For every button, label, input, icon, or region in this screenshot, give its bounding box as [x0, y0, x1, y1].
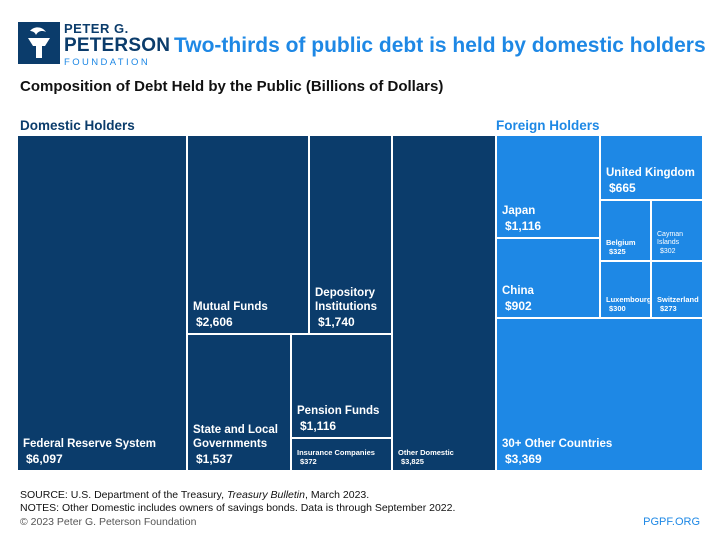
tile-depository-institutions: Depository Institutions $1,740 [309, 135, 392, 334]
tile-label: Other Domestic [398, 448, 454, 457]
tile-label: Luxembourg [606, 295, 652, 304]
group-label-domestic: Domestic Holders [20, 118, 135, 133]
tile-belgium: Belgium $325 [600, 200, 651, 261]
tile-insurance-companies: Insurance Companies $372 [291, 438, 392, 471]
tile-china: China $902 [496, 238, 600, 318]
tile-30-other-countries: 30+ Other Countries $3,369 [496, 318, 703, 471]
tile-label: Depository Institutions [315, 287, 377, 313]
tile-switzerland: Switzerland $273 [651, 261, 703, 318]
group-label-foreign: Foreign Holders [496, 118, 600, 133]
tile-label: United Kingdom [606, 166, 695, 179]
tile-value: $372 [300, 457, 317, 466]
tile-value: $1,116 [300, 418, 337, 433]
source-note: SOURCE: U.S. Department of the Treasury,… [20, 489, 370, 501]
peterson-logo: PETER G. PETERSON FOUNDATION [18, 22, 170, 67]
tile-value: $325 [609, 247, 626, 256]
tile-value: $6,097 [26, 451, 63, 466]
tile-value: $3,369 [505, 451, 542, 466]
notes: NOTES: Other Domestic includes owners of… [20, 502, 456, 514]
tile-label: Pension Funds [297, 404, 380, 417]
tile-value: $3,825 [401, 457, 424, 466]
logo-line-1: PETER G. [64, 21, 129, 36]
tile-value: $1,537 [196, 451, 233, 466]
tile-japan: Japan $1,116 [496, 135, 600, 238]
copyright: © 2023 Peter G. Peterson Foundation [20, 516, 197, 528]
tile-value: $1,116 [505, 218, 542, 233]
tile-value: $1,740 [318, 314, 355, 329]
logo-line-2: PETERSON [64, 35, 171, 56]
tile-other-domestic: Other Domestic $3,825 [392, 135, 496, 471]
tile-label: Mutual Funds [193, 300, 268, 313]
chart-title: Composition of Debt Held by the Public (… [20, 78, 444, 95]
tile-label: Insurance Companies [297, 448, 375, 457]
torch-icon [18, 22, 60, 64]
tile-united-kingdom: United Kingdom $665 [600, 135, 703, 200]
tile-state-and-local-governments: State and Local Governments $1,537 [187, 334, 291, 471]
tile-cayman-islands: Cayman Islands $302 [651, 200, 703, 261]
tile-label: Belgium [606, 238, 636, 247]
tile-value: $273 [660, 304, 677, 313]
tile-value: $902 [505, 298, 532, 313]
tile-label: Switzerland [657, 295, 699, 304]
tile-label: Federal Reserve System [23, 437, 156, 450]
tile-label: Cayman Islands [657, 230, 684, 247]
tile-value: $2,606 [196, 314, 233, 329]
tile-label: State and Local Governments [193, 424, 278, 450]
tile-value: $300 [609, 304, 626, 313]
tile-pension-funds: Pension Funds $1,116 [291, 334, 392, 438]
tile-label: China [502, 284, 534, 297]
logo-line-3: FOUNDATION [64, 57, 151, 68]
tile-value: $665 [609, 180, 636, 195]
tile-mutual-funds: Mutual Funds $2,606 [187, 135, 309, 334]
tile-federal-reserve-system: Federal Reserve System $6,097 [17, 135, 187, 471]
tile-label: Japan [502, 204, 536, 217]
tile-label: 30+ Other Countries [502, 437, 613, 450]
tile-luxembourg: Luxembourg $300 [600, 261, 651, 318]
tile-value: $302 [660, 247, 676, 255]
headline: Two-thirds of public debt is held by dom… [174, 34, 706, 57]
site-link[interactable]: PGPF.ORG [643, 516, 700, 528]
